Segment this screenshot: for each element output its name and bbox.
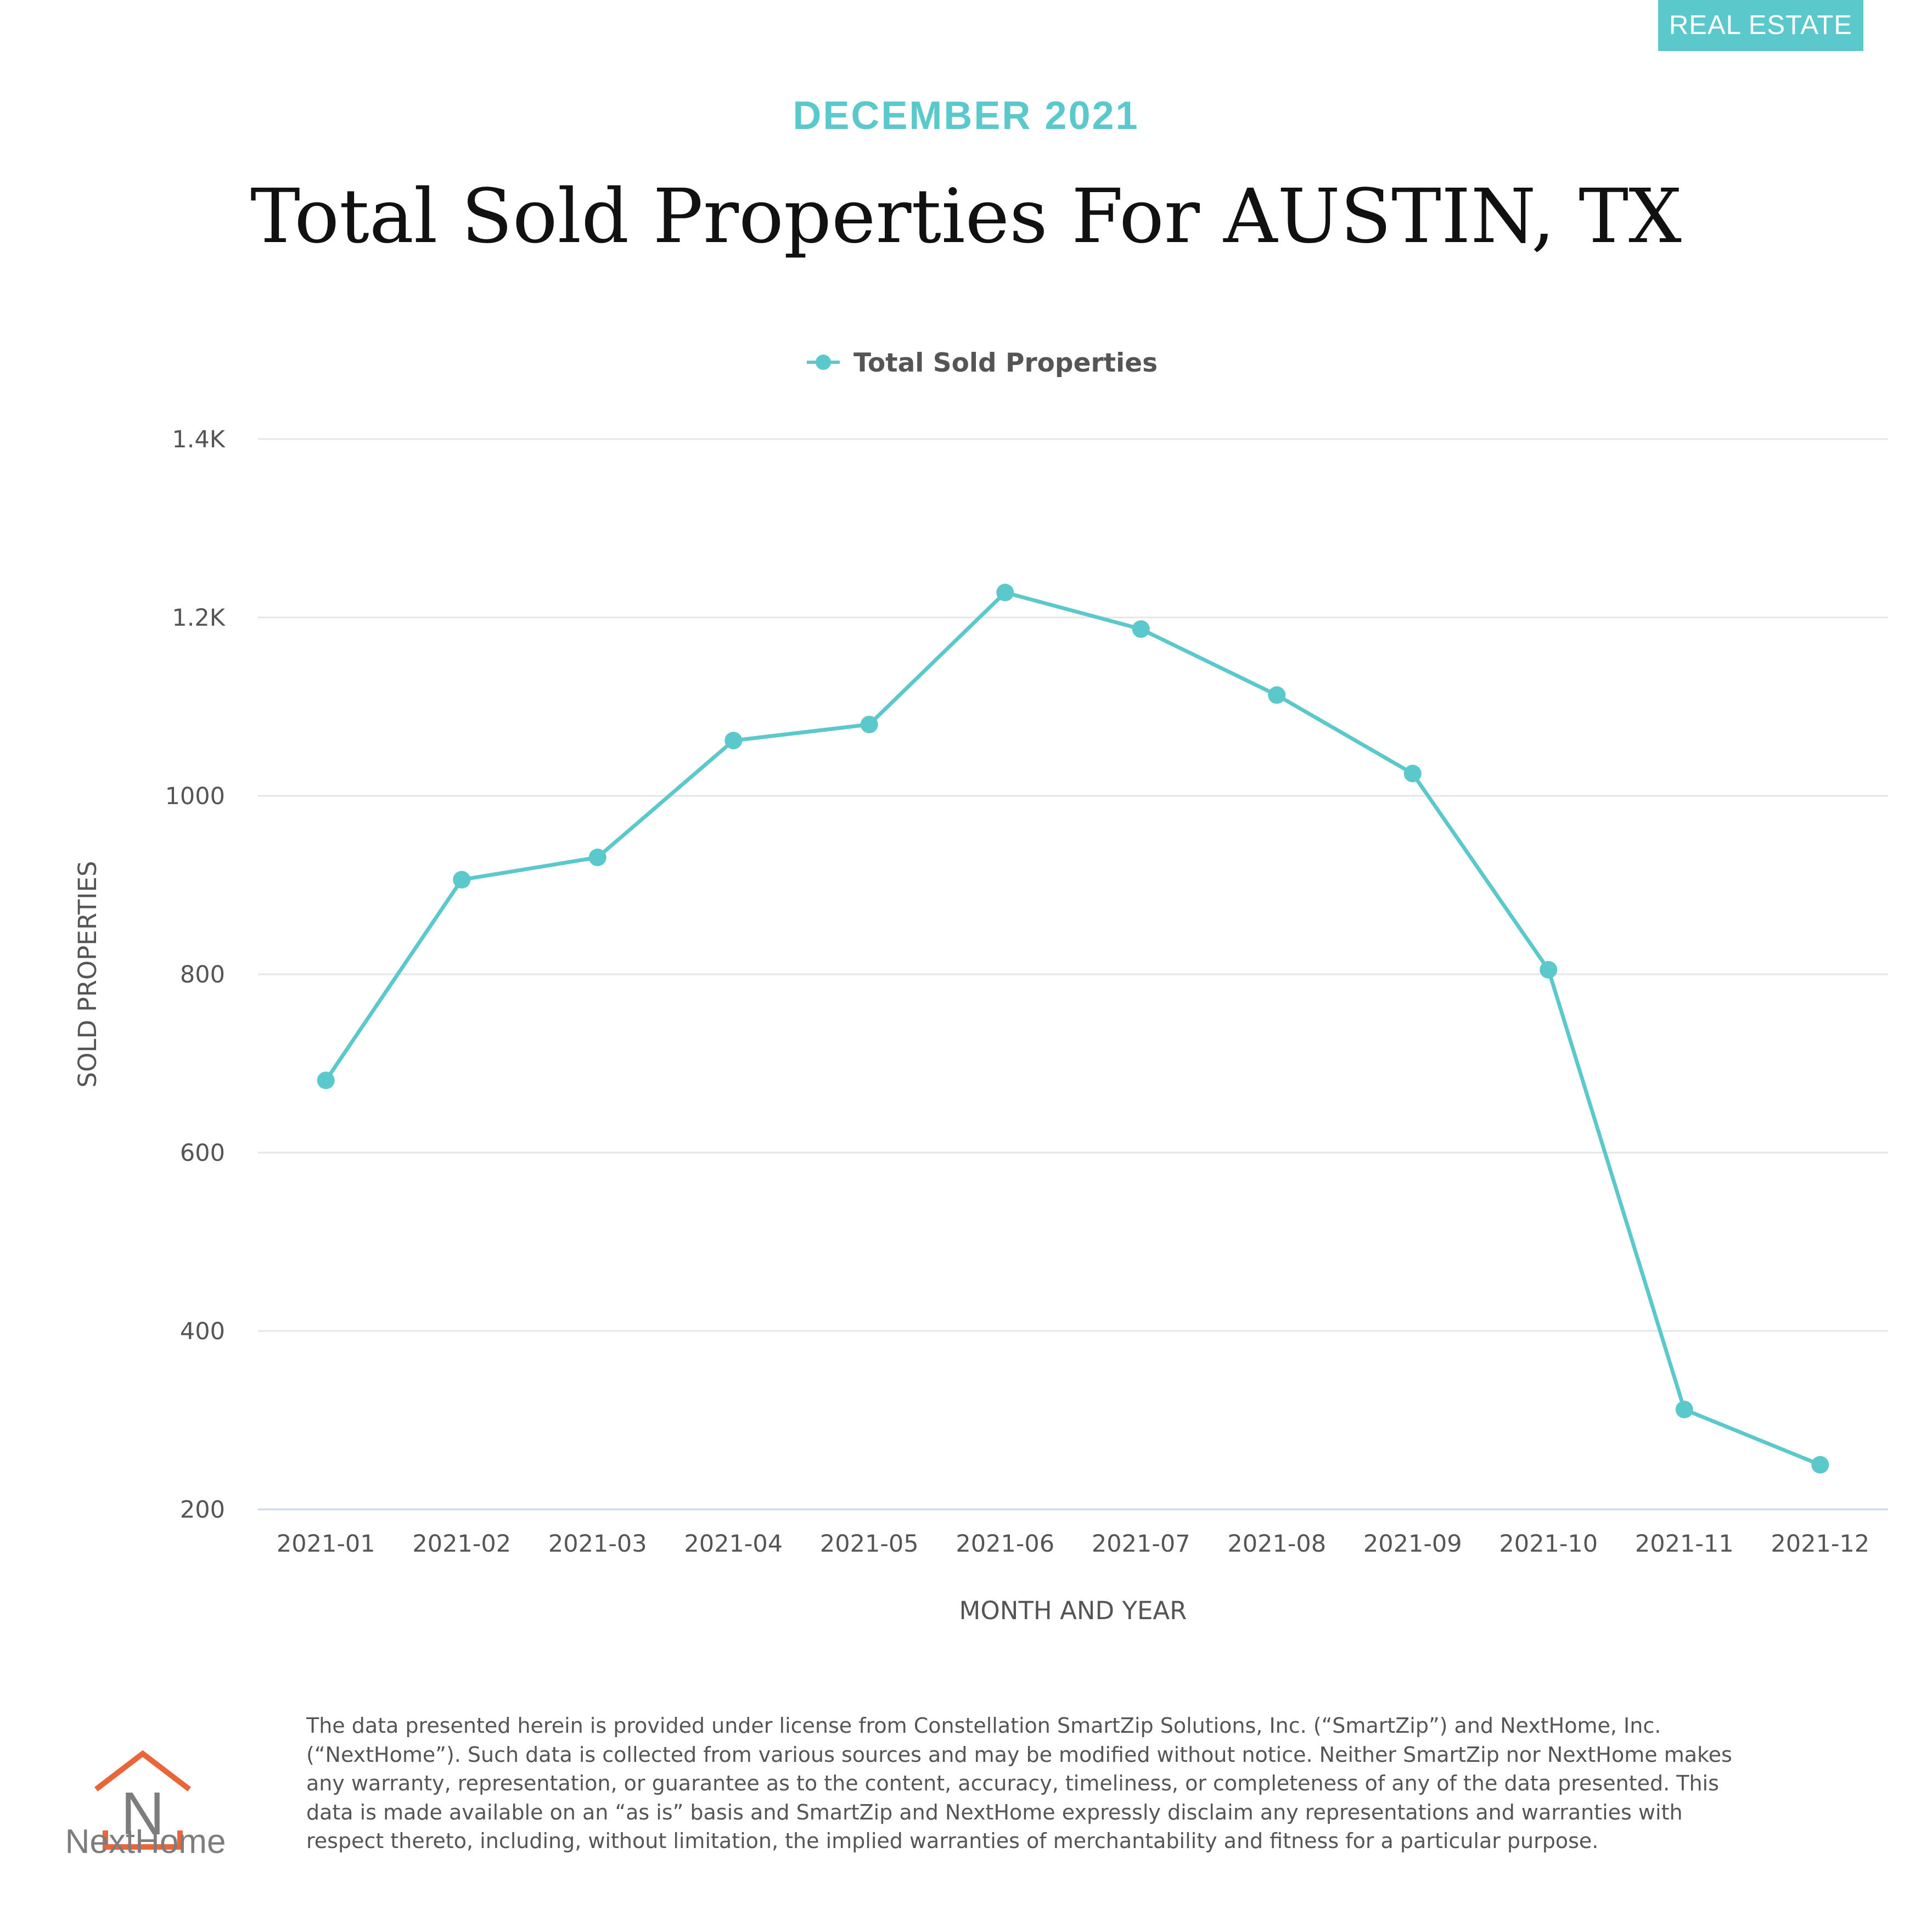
legal-disclaimer: The data presented herein is provided un… — [306, 1714, 1732, 1853]
line-chart: Total Sold Properties 200 400 600 800 1000 1.… — [73, 348, 1888, 1625]
y-axis-title: SOLD PROPERTIES — [73, 861, 102, 1087]
page-title: Total Sold Properties For AUSTIN, TX — [250, 173, 1682, 260]
y-tick-label: 1.2K — [172, 604, 226, 632]
data-point[interactable] — [317, 1071, 335, 1089]
x-tick-label: 2021-05 — [820, 1530, 919, 1558]
y-tick-label: 600 — [180, 1139, 225, 1167]
data-point[interactable] — [453, 870, 471, 889]
x-tick-label: 2021-02 — [412, 1530, 511, 1558]
data-point[interactable] — [1268, 686, 1286, 704]
x-tick-label: 2021-10 — [1499, 1530, 1598, 1558]
series-line — [324, 591, 1822, 1467]
y-tick-label: 1.4K — [172, 426, 226, 453]
house-base-icon — [103, 1830, 183, 1850]
logo-letter: N — [121, 1780, 164, 1847]
y-tick-label: 800 — [180, 961, 225, 989]
y-tick-label: 200 — [180, 1496, 225, 1524]
data-point[interactable] — [1675, 1401, 1693, 1418]
x-tick-label: 2021-11 — [1635, 1530, 1734, 1558]
y-tick-label: 1000 — [165, 783, 225, 810]
data-point[interactable] — [1132, 620, 1150, 638]
nexthome-logo: N — [94, 1750, 192, 1850]
legend-label: Total Sold Properties — [853, 348, 1158, 378]
series-total-sold — [317, 583, 1829, 1474]
y-tick-label: 400 — [180, 1318, 225, 1345]
x-tick-label: 2021-08 — [1227, 1530, 1326, 1558]
x-tick-label: 2021-12 — [1771, 1530, 1869, 1558]
legend[interactable]: Total Sold Properties — [807, 348, 1158, 378]
x-tick-label: 2021-09 — [1363, 1530, 1462, 1558]
axes: 200 400 600 800 1000 1.2K 1.4K 2021-01 2021-02 20… — [165, 426, 1888, 1558]
roof-icon — [94, 1750, 192, 1791]
data-point[interactable] — [588, 849, 606, 867]
data-point[interactable] — [996, 583, 1014, 602]
data-point[interactable] — [1403, 765, 1422, 783]
data-point[interactable] — [724, 732, 743, 750]
x-tick-label: 2021-01 — [277, 1530, 375, 1558]
report-month: DECEMBER 2021 — [793, 94, 1139, 138]
x-tick-label: 2021-06 — [956, 1530, 1054, 1558]
x-axis-title: MONTH AND YEAR — [959, 1596, 1187, 1625]
logo-wordmark: NextHome — [65, 1823, 226, 1861]
x-tick-label: 2021-03 — [548, 1530, 647, 1558]
legend-marker-icon — [816, 355, 831, 370]
gridlines — [258, 438, 1888, 1332]
x-tick-label: 2021-04 — [684, 1530, 783, 1558]
data-point[interactable] — [1540, 961, 1558, 979]
data-point[interactable] — [860, 716, 878, 733]
x-tick-label: 2021-07 — [1092, 1530, 1190, 1558]
category-badge: REAL ESTATE — [1658, 0, 1863, 51]
data-point[interactable] — [1811, 1456, 1829, 1474]
